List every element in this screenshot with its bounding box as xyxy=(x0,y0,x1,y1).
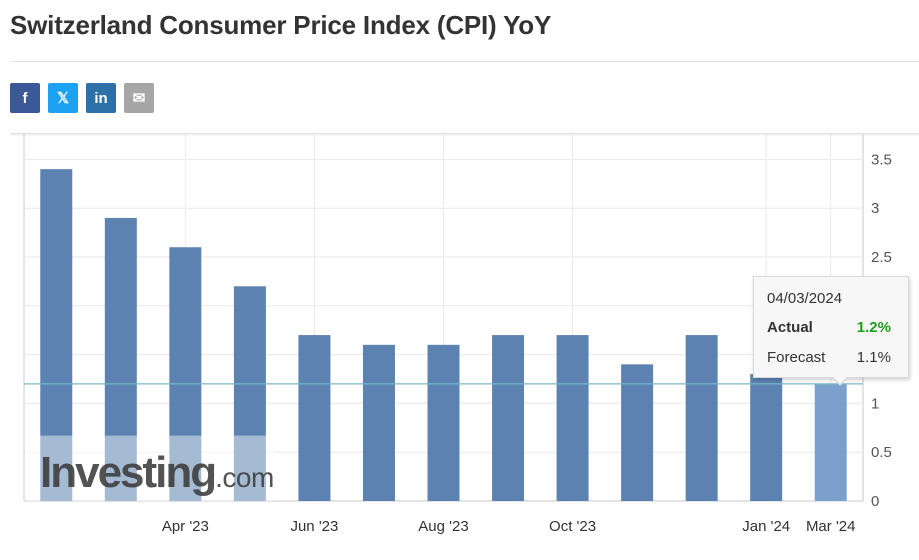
y-tick-label: 0.5 xyxy=(871,444,892,461)
bar-jul-23 xyxy=(362,344,395,501)
bar-dec-23 xyxy=(685,335,718,501)
share-bar: f 𝕏 in ✉ xyxy=(10,83,154,113)
tooltip-date: 04/03/2024 xyxy=(767,290,843,307)
x-icon: 𝕏 xyxy=(56,90,70,107)
x-tick-label: Apr '23 xyxy=(162,518,209,535)
tooltip-pointer-fill xyxy=(832,376,848,384)
bar-jun-23 xyxy=(298,335,331,501)
title-divider xyxy=(10,61,919,62)
chart-top-border xyxy=(10,133,919,136)
tooltip-actual-row: Actual 1.2% xyxy=(767,319,891,336)
facebook-share-button[interactable]: f xyxy=(10,83,40,113)
tooltip-forecast-value: 1.1% xyxy=(856,349,891,366)
watermark-main: Investing xyxy=(40,448,217,497)
bar-may-23 xyxy=(233,286,266,501)
investing-watermark: Investing.com xyxy=(40,448,274,498)
linkedin-icon: in xyxy=(94,89,108,107)
bar-mar-23 xyxy=(104,217,137,501)
tooltip-forecast-label: Forecast xyxy=(767,349,826,366)
x-tick-label: Aug '23 xyxy=(418,518,468,535)
y-tick-label: 1 xyxy=(871,395,879,412)
y-tick-label: 2.5 xyxy=(871,249,892,266)
x-tick-label: Oct '23 xyxy=(549,518,596,535)
bar-jan-24 xyxy=(750,374,783,501)
bar-feb-24 xyxy=(814,383,847,501)
x-tick-label: Jan '24 xyxy=(742,518,790,535)
linkedin-share-button[interactable]: in xyxy=(86,83,116,113)
watermark-domain: .com xyxy=(215,462,274,493)
y-tick-label: 3 xyxy=(871,200,879,217)
bar-oct-23 xyxy=(556,335,589,501)
y-tick-label: 0 xyxy=(871,493,879,510)
bar-nov-23 xyxy=(621,364,654,501)
tooltip-actual-value: 1.2% xyxy=(856,319,891,336)
bar-aug-23 xyxy=(427,344,460,501)
x-tick-label: Mar '24 xyxy=(806,518,856,535)
facebook-icon: f xyxy=(22,89,28,107)
y-tick-label: 3.5 xyxy=(871,151,892,168)
bar-sep-23 xyxy=(492,335,525,501)
x-share-button[interactable]: 𝕏 xyxy=(48,83,78,113)
tooltip-forecast-row: Forecast 1.1% xyxy=(767,349,891,366)
page-title: Switzerland Consumer Price Index (CPI) Y… xyxy=(10,10,552,40)
email-share-button[interactable]: ✉ xyxy=(124,83,154,113)
email-icon: ✉ xyxy=(132,90,146,107)
tooltip-actual-label: Actual xyxy=(767,319,813,336)
x-tick-label: Jun '23 xyxy=(290,518,338,535)
bar-apr-23 xyxy=(169,247,202,501)
chart-tooltip: 04/03/2024 Actual 1.2% Forecast 1.1% xyxy=(753,276,909,386)
watermark-overlay xyxy=(25,435,276,501)
bar-feb-23 xyxy=(40,169,73,501)
